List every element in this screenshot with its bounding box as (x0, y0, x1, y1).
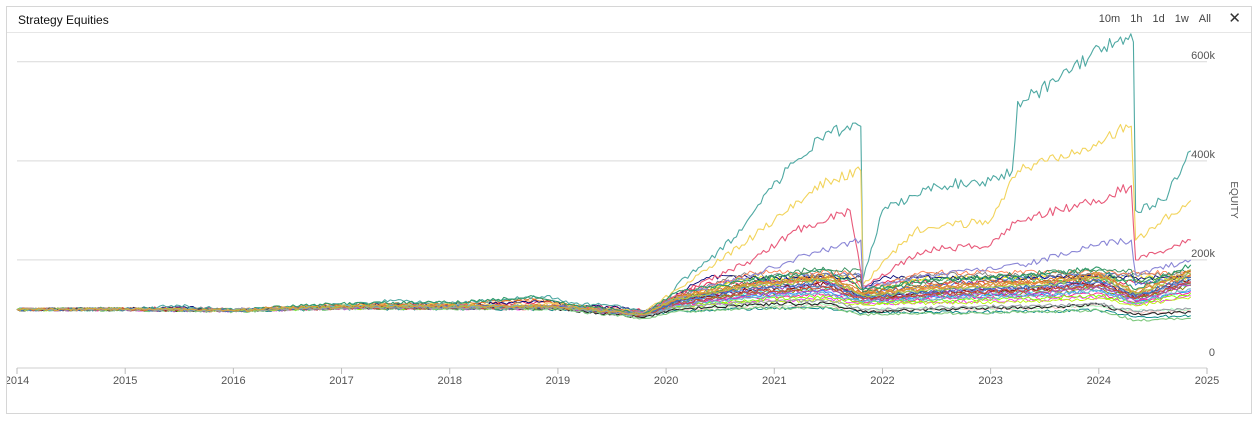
strategy-equities-panel: Strategy Equities 10m 1h 1d 1w All ✕ 0 20… (6, 6, 1252, 414)
x-tick-label: 2022 (870, 375, 894, 387)
range-1d-button[interactable]: 1d (1152, 13, 1165, 25)
panel-title: Strategy Equities (18, 13, 109, 27)
equity-series-line (16, 269, 1191, 315)
x-tick-label: 2014 (7, 375, 29, 387)
y-tick-label: 200k (1191, 248, 1215, 260)
equity-series-line (16, 123, 1192, 314)
x-tick-label: 2015 (113, 375, 137, 387)
y-tick-label: 400k (1191, 149, 1215, 161)
x-tick-label: 2025 (1195, 375, 1219, 387)
x-tick-label: 2016 (221, 375, 245, 387)
range-1w-button[interactable]: 1w (1174, 13, 1189, 25)
range-all-button[interactable]: All (1198, 13, 1211, 25)
x-tick-label: 2024 (1087, 375, 1111, 387)
x-tick-label: 2020 (654, 375, 678, 387)
x-tick-label: 2017 (329, 375, 353, 387)
equity-chart: 0 200k 400k 600k 2014 2015 2016 2017 2018 2019 202… (7, 33, 1239, 387)
close-icon[interactable]: ✕ (1228, 10, 1241, 27)
range-1h-button[interactable]: 1h (1130, 13, 1143, 25)
y-tick-label: 0 (1209, 347, 1215, 359)
x-tick-label: 2021 (762, 375, 786, 387)
range-selector: 10m 1h 1d 1w All (1089, 13, 1211, 25)
y-tick-label: 600k (1191, 50, 1215, 62)
x-tick-label: 2018 (437, 375, 461, 387)
equity-series-line (16, 33, 1192, 312)
panel-header: Strategy Equities 10m 1h 1d 1w All ✕ (7, 7, 1251, 33)
x-tick-label: 2019 (546, 375, 570, 387)
equity-series-line (16, 306, 1191, 322)
x-tick-label: 2023 (978, 375, 1002, 387)
y-axis-title: EQUITY (1228, 181, 1239, 219)
range-10m-button[interactable]: 10m (1098, 13, 1121, 25)
